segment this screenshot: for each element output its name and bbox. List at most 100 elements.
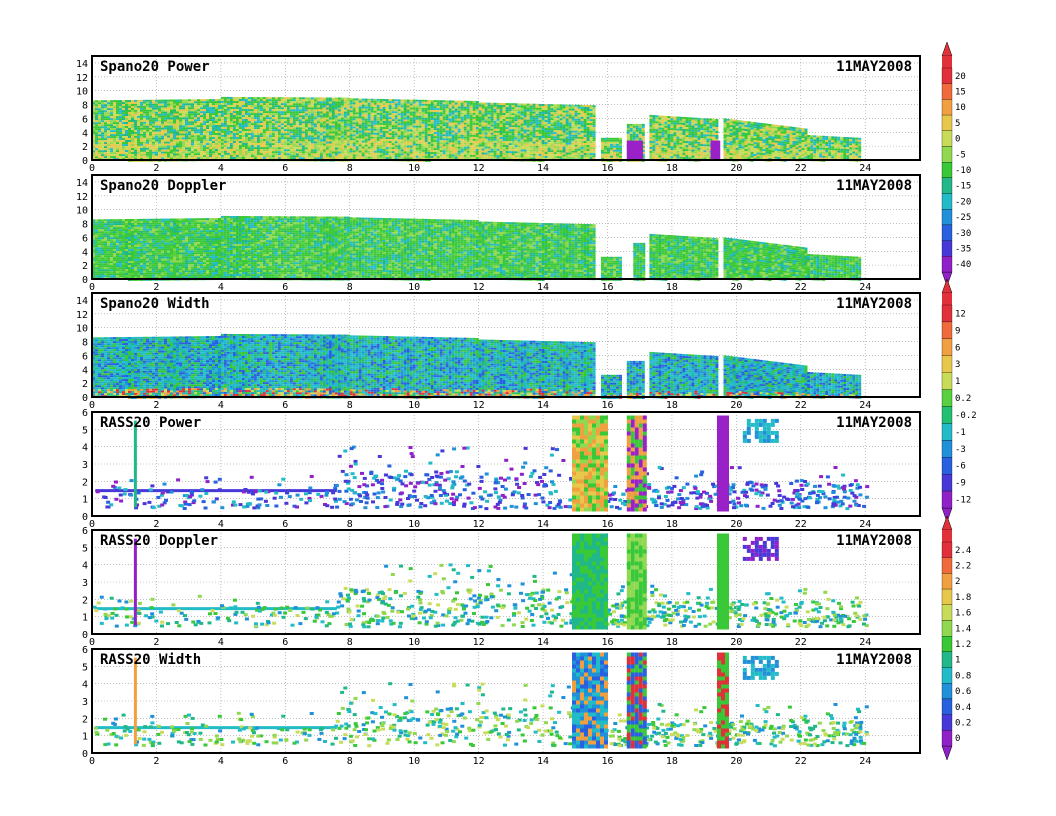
heat-cell [197, 151, 200, 153]
heat-cell [155, 132, 158, 134]
heat-cell [155, 124, 158, 126]
heat-cell [548, 104, 551, 106]
heat-cell [530, 114, 533, 116]
heat-cell [371, 107, 374, 109]
heat-cell [578, 151, 581, 153]
heat-cell [512, 105, 515, 107]
heat-cell [542, 132, 545, 134]
heat-cell [485, 113, 488, 115]
heat-cell [566, 113, 569, 115]
heat-cell [251, 125, 254, 127]
heat-cell [314, 113, 317, 115]
heat-cell [347, 114, 350, 116]
heat-cell [224, 107, 227, 109]
heat-cell [383, 141, 386, 143]
heat-cell [431, 108, 434, 110]
heat-cell [113, 132, 116, 134]
heat-cell [503, 129, 506, 131]
heat-cell [434, 110, 437, 112]
heat-cell [203, 127, 206, 129]
heat-cell [506, 145, 509, 147]
heat-cell [545, 134, 548, 136]
heat-cell [575, 145, 578, 147]
heat-cell [485, 155, 488, 157]
heat-cell [524, 134, 527, 136]
heat-cell [140, 148, 143, 150]
heat-cell [293, 103, 296, 105]
heat-cell [458, 117, 461, 119]
heat-cell [149, 118, 152, 120]
heat-cell [461, 119, 464, 121]
heat-cell [440, 134, 443, 136]
heat-cell [482, 147, 485, 149]
heat-cell [515, 115, 518, 117]
heat-cell [422, 120, 425, 122]
heat-cell [440, 138, 443, 140]
heat-cell [263, 125, 266, 127]
heat-cell [491, 117, 494, 119]
heat-cell [194, 135, 197, 137]
heat-cell [224, 109, 227, 111]
heat-cell [188, 137, 191, 139]
heat-cell [107, 142, 110, 144]
heat-cell [506, 135, 509, 137]
heat-cell [131, 134, 134, 136]
heat-cell [347, 108, 350, 110]
heat-cell [551, 116, 554, 118]
heat-cell [128, 122, 131, 124]
heat-cell [497, 109, 500, 111]
heat-cell [326, 110, 329, 112]
heat-cell [404, 136, 407, 138]
heat-cell [164, 154, 167, 156]
heat-cell [314, 105, 317, 107]
heat-cell [185, 109, 188, 111]
heat-cell [485, 139, 488, 141]
heat-cell [554, 142, 557, 144]
heat-cell [437, 134, 440, 136]
heat-cell [242, 113, 245, 115]
heat-cell [140, 134, 143, 136]
heat-cell [434, 140, 437, 142]
heat-cell [383, 119, 386, 121]
heat-cell [365, 103, 368, 105]
heat-cell [287, 135, 290, 137]
heat-cell [494, 133, 497, 135]
heat-cell [518, 145, 521, 147]
heat-cell [275, 115, 278, 117]
heat-cell [251, 135, 254, 137]
heat-cell [425, 128, 428, 130]
heat-cell [308, 117, 311, 119]
heat-cell [290, 145, 293, 147]
heat-cell [122, 124, 125, 126]
heat-cell [185, 153, 188, 155]
heat-cell [227, 107, 230, 109]
heat-cell [536, 106, 539, 108]
heat-cell [521, 150, 524, 152]
heat-cell [227, 139, 230, 141]
heat-cell [230, 139, 233, 141]
heat-cell [227, 109, 230, 111]
heat-cell [257, 97, 260, 99]
heat-cell [416, 108, 419, 110]
heat-cell [506, 109, 509, 111]
heat-cell [566, 117, 569, 119]
heat-cell [167, 118, 170, 120]
heat-cell [470, 149, 473, 151]
heat-cell [179, 141, 182, 143]
heat-cell [347, 102, 350, 104]
heat-cell [482, 117, 485, 119]
heat-cell [191, 129, 194, 131]
heat-cell [422, 110, 425, 112]
heat-cell [527, 140, 530, 142]
heat-cell [209, 117, 212, 119]
heat-cell [518, 151, 521, 153]
heat-cell [173, 136, 176, 138]
heat-cell [185, 103, 188, 105]
heat-cell [314, 149, 317, 151]
heat-cell [263, 133, 266, 135]
heat-cell [338, 138, 341, 140]
heat-cell [572, 139, 575, 141]
heat-cell [545, 136, 548, 138]
heat-cell [110, 148, 113, 150]
heat-cell [419, 154, 422, 156]
